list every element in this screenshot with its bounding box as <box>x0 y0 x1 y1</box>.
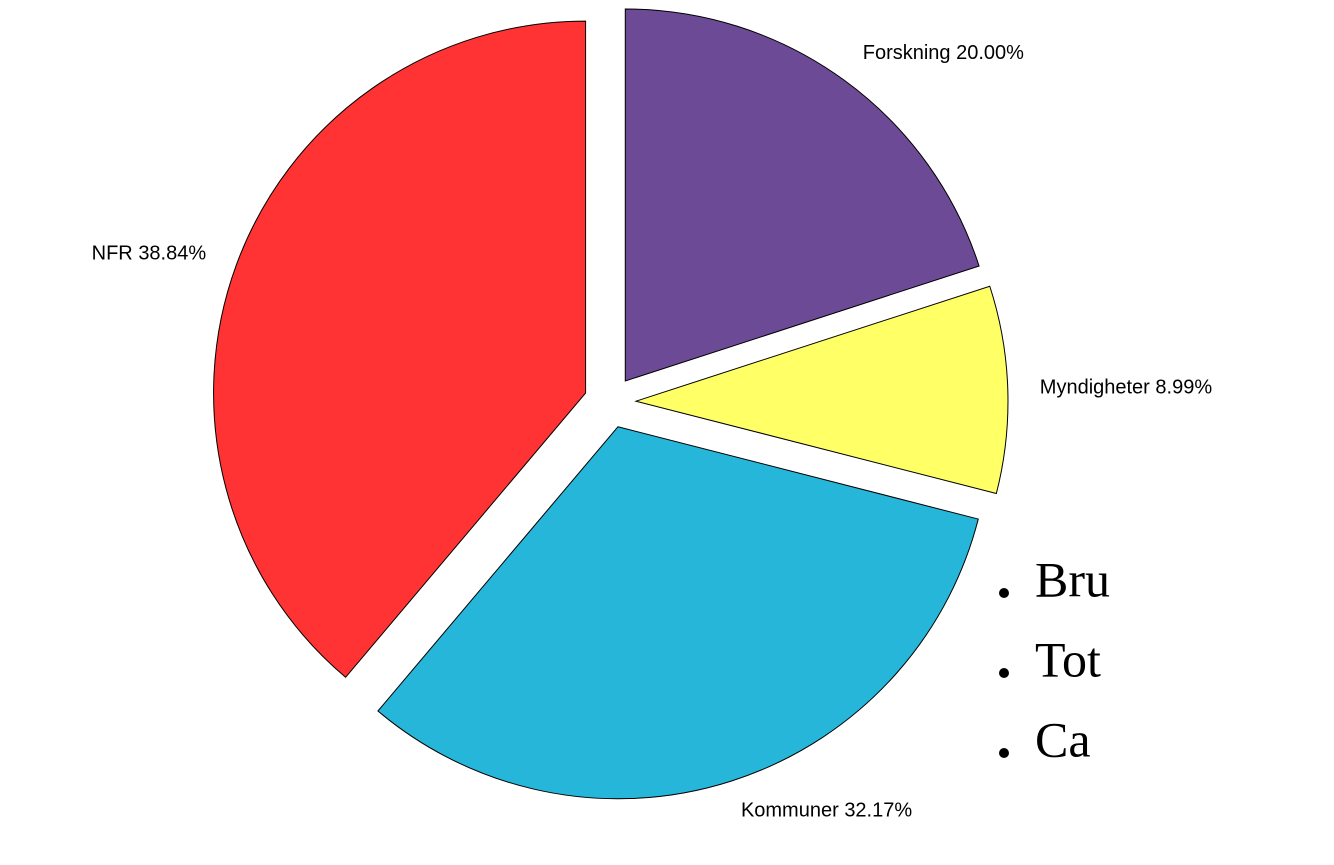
slice-name: NFR <box>92 243 133 265</box>
pie-slice <box>213 20 587 679</box>
pie-slice <box>634 285 1009 495</box>
slice-label: Forskning 20.00% <box>863 42 1024 64</box>
bullet-dot <box>999 588 1009 598</box>
pie-slice <box>377 426 979 800</box>
slice-value-label: 32.17% <box>844 800 912 822</box>
slice-value-label: 38.84% <box>138 243 206 265</box>
slice-name: Kommuner <box>741 800 839 822</box>
slice-name: Forskning <box>863 42 951 64</box>
slice-name: Myndigheter <box>1040 377 1150 399</box>
pie-slice <box>624 8 980 382</box>
slice-label: Kommuner 32.17% <box>741 800 912 822</box>
slice-label: Myndigheter 8.99% <box>1040 377 1213 399</box>
bullet-text: Ca <box>1035 711 1091 767</box>
slice-value-label: 8.99% <box>1155 377 1212 399</box>
bullet-text: Tot <box>1035 631 1101 687</box>
bullet-dot <box>999 668 1009 678</box>
bullet-dot <box>999 748 1009 758</box>
bullet-text: Bru <box>1035 551 1110 607</box>
slice-label: NFR 38.84% <box>92 243 207 265</box>
slice-value-label: 20.00% <box>956 42 1024 64</box>
